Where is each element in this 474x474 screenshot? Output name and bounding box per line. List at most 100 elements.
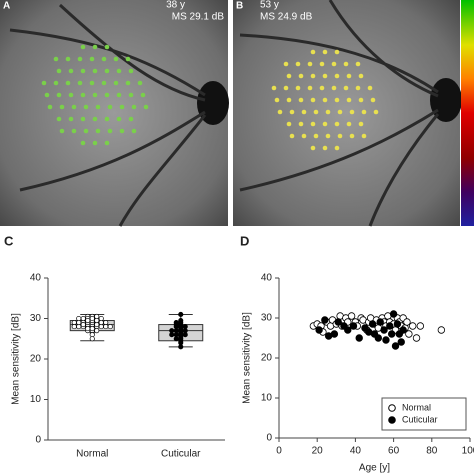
stimulus-dot [310,49,316,55]
age: 38 y [166,0,185,11]
mean-sensitivity: MS 29.1 dB [172,12,225,23]
stimulus-dot [334,121,340,127]
point [437,326,446,334]
stimulus-dot [298,97,304,103]
age: 53 y [260,0,279,11]
x-tick-label: 80 [426,446,438,457]
stimulus-dot [101,80,107,86]
stimulus-dot [59,104,65,110]
point [182,332,188,338]
point [182,324,188,330]
stimulus-dot [337,133,343,139]
stimulus-dot [68,92,74,98]
x-tick-label: 0 [276,446,282,457]
stimulus-dot [104,92,110,98]
stimulus-dot [322,145,328,151]
stimulus-dot [358,121,364,127]
stimulus-dot [71,104,77,110]
stimulus-dot [322,73,328,79]
stimulus-dot [325,109,331,115]
fundus-a [0,0,229,227]
stimulus-dot [310,121,316,127]
stimulus-dot [322,121,328,127]
stimulus-dot [289,109,295,115]
stimulus-dot [83,104,89,110]
point [315,326,323,334]
stimulus-dot [271,85,277,91]
y-tick-label: 0 [266,433,272,444]
stimulus-dot [53,80,59,86]
stimulus-dot [343,85,349,91]
color-scale [461,0,474,226]
point [89,315,95,322]
stimulus-dot [92,68,98,74]
chart-d: D Mean sensitivity [dB] 0 10 20 30 40 0 20 40 60 80… [240,233,474,473]
point [412,334,421,342]
stimulus-dot [367,85,373,91]
legend [381,397,467,431]
stimulus-dot [310,97,316,103]
y-tick-label: 20 [261,353,273,364]
point [344,326,352,334]
x-axis-label: Age [y] [359,463,390,474]
point [80,322,86,328]
stimulus-dot [77,56,83,62]
stimulus-dot [116,92,122,98]
point [355,334,363,342]
stimulus-dot [44,92,50,98]
x-tick-label: Cuticular [161,449,201,460]
stimulus-dot [83,128,89,134]
stimulus-dot [289,133,295,139]
y-tick-label: 10 [30,394,42,405]
stimulus-dot [92,116,98,122]
stimulus-dot [104,116,110,122]
stimulus-dot [286,97,292,103]
stimulus-dot [310,145,316,151]
stimulus-dot [107,128,113,134]
stimulus-dot [95,104,101,110]
stimulus-dot [313,133,319,139]
stimulus-dot [286,73,292,79]
legend-label: Normal [402,402,431,412]
stimulus-dot [113,56,119,62]
stimulus-dot [358,73,364,79]
stimulus-dot [128,92,134,98]
x-tick-label: 60 [388,446,400,457]
y-tick-label: 30 [261,313,273,324]
point [374,334,383,342]
point [89,336,95,342]
stimulus-dot [101,56,107,62]
fundus-b [233,0,462,227]
stimulus-dot [47,104,53,110]
point [368,320,377,328]
stimulus-dot [89,56,95,62]
stimulus-dot [313,109,319,115]
x-tick-label: Normal [76,449,108,460]
point [173,336,179,342]
point [380,326,388,334]
chart-c: C Mean sensitivity [dB] 0 10 20 30 40 Normal Cut… [4,233,225,460]
point [403,318,411,326]
point [393,320,402,328]
point [389,310,398,318]
stimulus-dot [349,133,355,139]
point [98,315,104,322]
stimulus-dot [361,133,367,139]
stimulus-dot [56,68,62,74]
stimulus-dot [307,61,313,67]
point [94,313,100,320]
stimulus-dot [68,116,74,122]
stimulus-dot [283,61,289,67]
point [178,322,184,328]
legend-marker [388,416,396,424]
stimulus-dot [104,68,110,74]
stimulus-dot [89,80,95,86]
stimulus-dot [107,104,113,110]
stimulus-dot [346,73,352,79]
stimulus-dot [80,68,86,74]
point [173,322,179,328]
stimulus-dot [125,80,131,86]
point [321,316,329,324]
stimulus-dot [322,49,328,55]
